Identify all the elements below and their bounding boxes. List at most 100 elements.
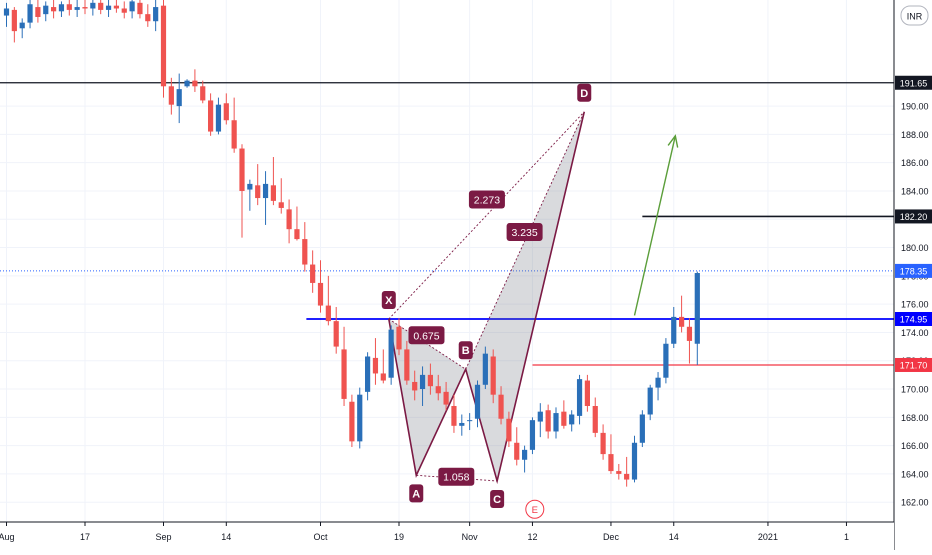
candle	[647, 384, 653, 421]
candle	[435, 374, 441, 401]
candle	[357, 387, 363, 449]
candle-body	[553, 413, 559, 432]
candle-body	[231, 120, 237, 149]
y-tick-label: 166.00	[901, 441, 929, 451]
candle-body	[616, 471, 622, 474]
candle	[474, 380, 481, 428]
candle	[113, 0, 119, 13]
x-tick-label: Oct	[313, 532, 328, 542]
candle-body	[262, 183, 269, 199]
bcd-triangle[interactable]	[465, 111, 585, 481]
candle	[490, 349, 496, 404]
candle	[294, 206, 300, 241]
candle-body	[561, 411, 567, 426]
candle	[639, 410, 645, 448]
level-182-20-label: 182.20	[900, 212, 928, 222]
point-a-badge[interactable]	[409, 484, 424, 503]
candle-body	[200, 86, 206, 101]
candle	[372, 338, 379, 385]
y-tick-label: 170.00	[901, 385, 929, 395]
currency-badge[interactable]: INR	[900, 5, 929, 26]
target-arrow-line[interactable]	[633, 135, 677, 316]
candle-body	[608, 454, 614, 472]
time-axis: Aug 17 Sep 14 Oct 19 Nov 12 Dec 14 2021 1	[0, 522, 849, 542]
price-axis: 162.00164.00166.00168.00170.00172.00174.…	[895, 75, 932, 508]
candle	[686, 318, 693, 364]
candle-body	[671, 316, 677, 344]
candle	[66, 0, 72, 16]
candle-body	[663, 343, 669, 378]
x-tick-label: Aug	[0, 532, 15, 542]
candle	[341, 326, 347, 406]
candle	[247, 179, 253, 211]
x-tick-label: 17	[80, 532, 90, 542]
candle	[121, 1, 127, 19]
candle	[262, 171, 269, 225]
candle	[215, 97, 222, 135]
candle-body	[121, 8, 127, 13]
candle	[145, 4, 151, 27]
event-marker[interactable]	[525, 499, 545, 519]
candle	[160, 0, 167, 98]
candle-body	[286, 209, 292, 230]
candle-body	[184, 80, 190, 87]
candle-body	[404, 349, 410, 381]
candle	[608, 434, 614, 474]
ratio-badge[interactable]	[506, 223, 543, 241]
candle	[98, 0, 104, 15]
candle-body	[278, 202, 284, 208]
candle-body	[529, 420, 536, 450]
candle	[631, 435, 638, 483]
candle-body	[333, 321, 339, 347]
candle	[223, 93, 229, 125]
candle	[592, 397, 598, 438]
x-tick-label: 14	[669, 532, 679, 542]
candle-body	[66, 4, 72, 10]
level-174-95-label: 174.95	[900, 315, 928, 325]
ratio-badge[interactable]	[438, 467, 475, 486]
candle	[388, 325, 394, 385]
candle-body	[239, 148, 245, 191]
candles	[3, 0, 700, 487]
ratio-badge[interactable]	[408, 326, 445, 345]
candle	[270, 157, 276, 206]
point-b-badge[interactable]	[458, 341, 473, 360]
point-d-badge[interactable]	[577, 83, 592, 102]
y-tick-label: 186.00	[901, 158, 929, 168]
candle	[506, 411, 512, 448]
candle-body	[459, 422, 465, 426]
x-tick-label: Sep	[155, 532, 171, 542]
candle	[82, 0, 88, 15]
candle	[278, 178, 284, 214]
candle-body	[317, 282, 324, 306]
candle	[325, 275, 331, 326]
candle	[310, 250, 316, 293]
candle	[184, 79, 190, 88]
candle	[498, 386, 504, 425]
candle	[561, 400, 567, 429]
candle	[105, 0, 112, 17]
candle	[584, 374, 590, 412]
candle-body	[357, 394, 363, 442]
point-x-badge[interactable]	[381, 291, 396, 309]
point-c-badge[interactable]	[490, 489, 505, 508]
candle	[19, 18, 25, 39]
candle	[302, 222, 308, 272]
ratio-badge[interactable]	[468, 190, 505, 209]
ratio-label: 1.058	[443, 472, 469, 484]
target-arrow-head	[667, 134, 679, 148]
currency-badge-label: INR	[907, 12, 923, 22]
candle	[427, 363, 433, 395]
candle	[317, 260, 324, 313]
candle	[168, 77, 174, 115]
candle-body	[153, 7, 159, 22]
x-tick-label: 14	[221, 532, 231, 542]
candle-body	[310, 264, 316, 283]
time-axis-bg[interactable]	[0, 522, 894, 550]
candle-body	[679, 316, 685, 327]
level-182-20-badge	[895, 209, 932, 224]
candle	[208, 93, 214, 136]
candle	[192, 69, 198, 92]
